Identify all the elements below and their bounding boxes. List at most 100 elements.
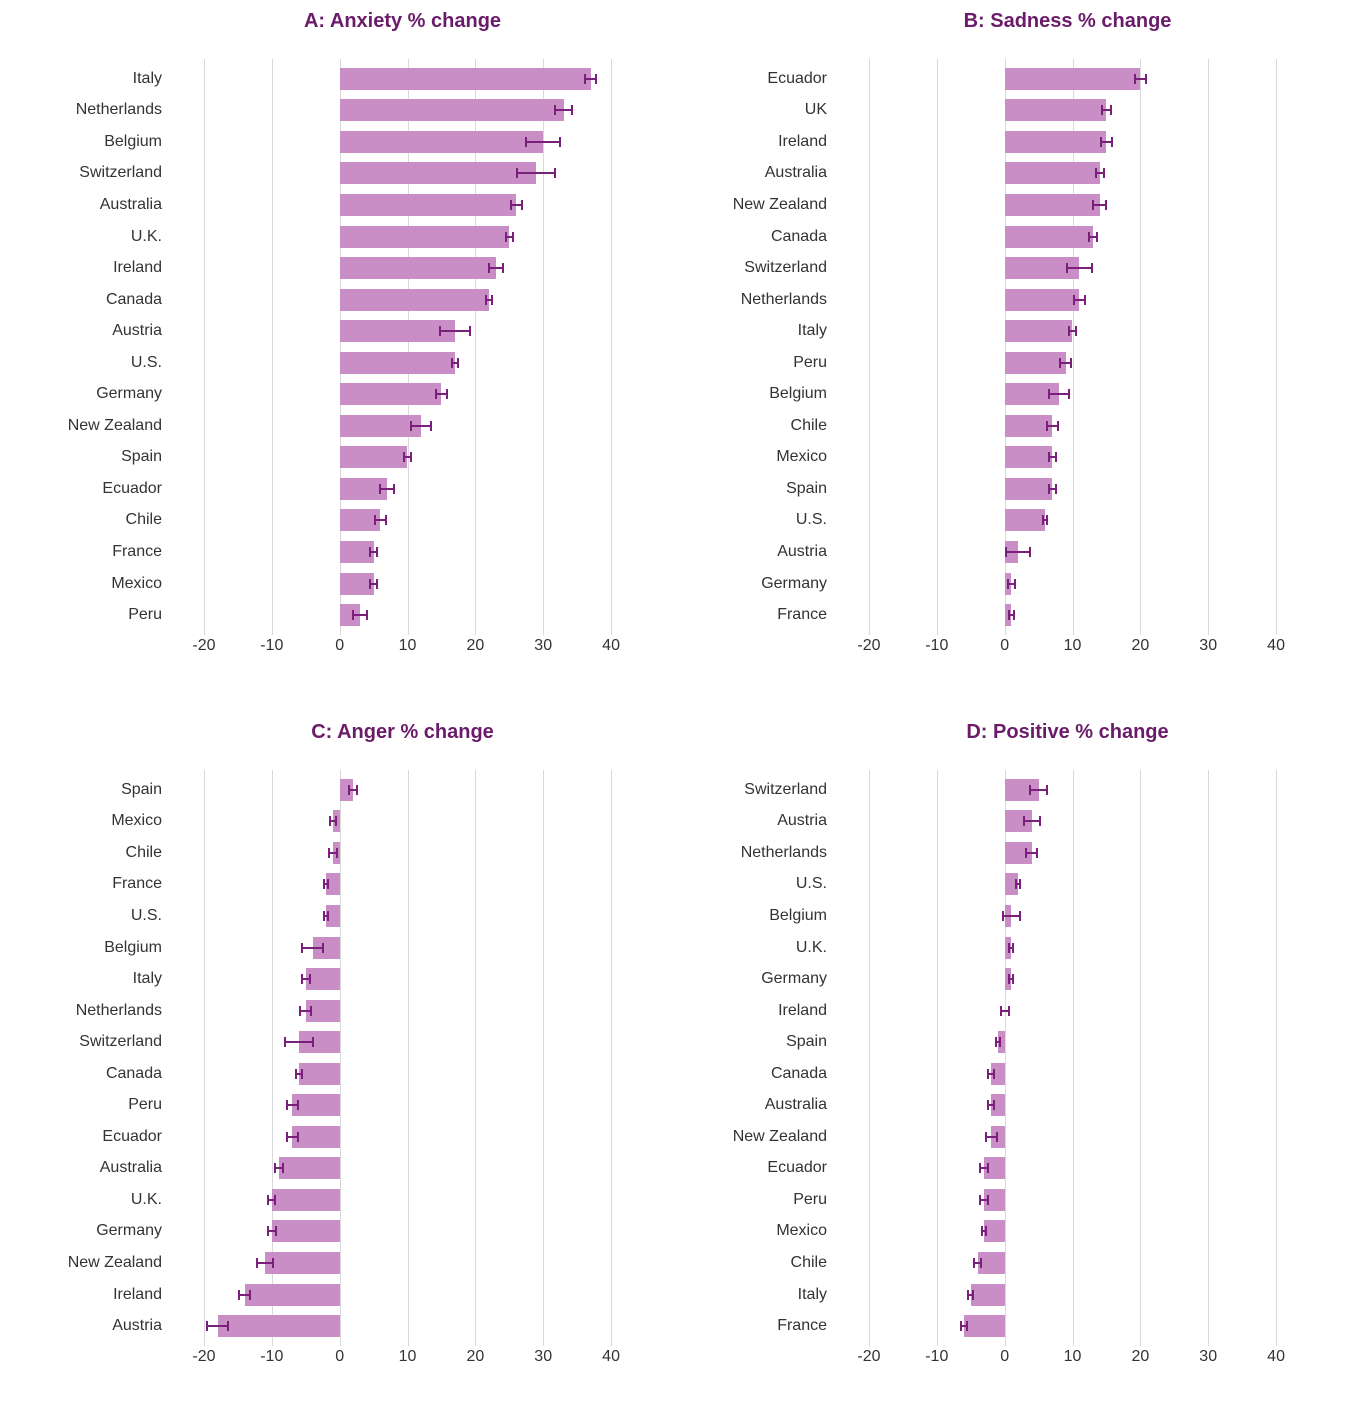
error-cap	[1046, 515, 1048, 525]
error-cap	[1100, 137, 1102, 147]
y-axis-label: Peru	[20, 1097, 170, 1113]
error-cap	[1002, 911, 1004, 921]
chart-grid: A: Anxiety % change ItalyNetherlandsBelg…	[0, 0, 1350, 1402]
bar	[340, 446, 408, 468]
panel-d-plot: SwitzerlandAustriaNetherlandsU.S.Belgium…	[685, 774, 1310, 1372]
error-cap	[295, 1069, 297, 1079]
y-axis-label: Germany	[20, 1223, 170, 1239]
error-cap	[1073, 295, 1075, 305]
error-cap	[310, 1006, 312, 1016]
bar-row	[835, 1094, 1310, 1116]
error-cap	[1008, 610, 1010, 620]
y-axis-label: Netherlands	[20, 102, 170, 118]
error-cap	[510, 200, 512, 210]
x-axis-tick: 40	[602, 637, 620, 655]
x-axis-tick: 0	[1000, 637, 1009, 655]
bar-row	[170, 968, 645, 990]
error-cap	[369, 547, 371, 557]
error-cap	[1105, 200, 1107, 210]
error-cap	[329, 816, 331, 826]
error-cap	[1036, 848, 1038, 858]
error-cap	[554, 105, 556, 115]
error-cap	[1066, 263, 1068, 273]
bar-row	[170, 604, 645, 626]
error-cap	[301, 1069, 303, 1079]
error-cap	[516, 168, 518, 178]
bar	[964, 1315, 1005, 1337]
y-axis-label: Mexico	[685, 1223, 835, 1239]
x-axis-tick: -10	[925, 1348, 948, 1366]
bar-row	[835, 446, 1310, 468]
error-cap	[1095, 168, 1097, 178]
y-axis-label: Canada	[20, 292, 170, 308]
error-cap	[327, 911, 329, 921]
bar-row	[835, 99, 1310, 121]
error-cap	[1101, 105, 1103, 115]
y-axis-label: Canada	[685, 1066, 835, 1082]
error-cap	[1075, 326, 1077, 336]
x-axis-tick: 20	[1131, 637, 1149, 655]
error-cap	[385, 515, 387, 525]
x-axis-tick: 20	[466, 1348, 484, 1366]
bar-row	[170, 478, 645, 500]
error-cap	[1088, 232, 1090, 242]
bar	[292, 1126, 340, 1148]
bar-row	[835, 289, 1310, 311]
error-cap	[1055, 452, 1057, 462]
bar	[1005, 162, 1100, 184]
y-axis-label: Peru	[20, 607, 170, 623]
error-cap	[1008, 1006, 1010, 1016]
y-axis-label: Mexico	[685, 449, 835, 465]
error-cap	[979, 1163, 981, 1173]
bar-row	[835, 68, 1310, 90]
y-axis-label: Ireland	[20, 260, 170, 276]
error-cap	[505, 232, 507, 242]
bar	[971, 1284, 1005, 1306]
error-cap	[286, 1132, 288, 1142]
bar	[1005, 446, 1053, 468]
panel-d: D: Positive % change SwitzerlandAustriaN…	[685, 721, 1310, 1372]
error-cap	[972, 1290, 974, 1300]
bar-row	[170, 194, 645, 216]
error-cap	[1096, 232, 1098, 242]
bar-row	[835, 478, 1310, 500]
error-cap	[1029, 785, 1031, 795]
error-cap	[323, 879, 325, 889]
y-axis-label: Switzerland	[20, 165, 170, 181]
error-cap	[286, 1100, 288, 1110]
bar-row	[835, 905, 1310, 927]
bar	[245, 1284, 340, 1306]
y-axis-label: Australia	[20, 197, 170, 213]
error-cap	[299, 1006, 301, 1016]
bar-row	[170, 352, 645, 374]
x-axis-tick: -10	[925, 637, 948, 655]
y-axis-label: New Zealand	[20, 418, 170, 434]
error-cap	[272, 1258, 274, 1268]
error-cap	[457, 358, 459, 368]
error-cap	[987, 1163, 989, 1173]
error-cap	[1084, 295, 1086, 305]
error-cap	[274, 1163, 276, 1173]
error-cap	[410, 421, 412, 431]
bar-row	[170, 905, 645, 927]
bar-row	[835, 162, 1310, 184]
bar	[1005, 289, 1080, 311]
error-cap	[1092, 200, 1094, 210]
error-cap	[999, 1037, 1001, 1047]
error-cap	[393, 484, 395, 494]
error-cap	[1068, 389, 1070, 399]
bar-row	[835, 1157, 1310, 1179]
y-axis-label: Chile	[685, 1255, 835, 1271]
x-axis-tick: 20	[466, 637, 484, 655]
bar-row	[835, 810, 1310, 832]
y-axis-label: Canada	[20, 1066, 170, 1082]
bar-row	[835, 541, 1310, 563]
error-cap	[430, 421, 432, 431]
bar	[340, 320, 455, 342]
error-cap	[376, 547, 378, 557]
error-cap	[980, 1258, 982, 1268]
y-axis-label: Netherlands	[685, 292, 835, 308]
error-cap	[322, 943, 324, 953]
y-axis-label: New Zealand	[20, 1255, 170, 1271]
y-axis-label: Netherlands	[20, 1003, 170, 1019]
